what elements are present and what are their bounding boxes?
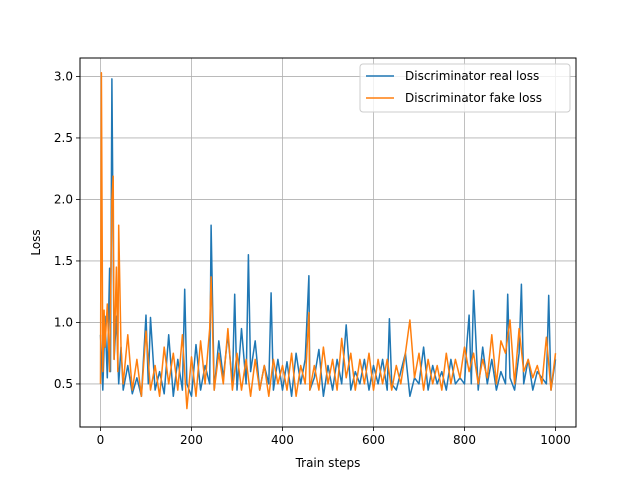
legend-label-real: Discriminator real loss <box>405 69 539 83</box>
legend: Discriminator real loss Discriminator fa… <box>359 63 571 113</box>
x-tick-label: 400 <box>271 433 294 447</box>
x-tick-label: 600 <box>362 433 385 447</box>
x-tick-label: 200 <box>180 433 203 447</box>
y-tick-label: 2.5 <box>54 131 73 145</box>
plot-frame <box>79 57 577 428</box>
y-tick-label: 0.5 <box>54 377 73 391</box>
series-layer <box>99 72 557 410</box>
series-line-fake-loss <box>99 72 557 410</box>
legend-box <box>359 63 571 113</box>
y-axis-label: Loss <box>29 229 43 255</box>
y-tick-label: 2.0 <box>54 192 73 206</box>
x-tick-label: 800 <box>453 433 476 447</box>
x-tick-label: 1000 <box>540 433 571 447</box>
y-tick-label: 3.0 <box>54 69 73 83</box>
y-axis-ticks: 0.5 1.0 1.5 2.0 2.5 3.0 <box>54 69 80 391</box>
x-tick-label: 0 <box>97 433 105 447</box>
y-tick-label: 1.5 <box>54 254 73 268</box>
y-tick-label: 1.0 <box>54 315 73 329</box>
x-axis-label: Train steps <box>295 456 361 470</box>
x-axis-ticks: 0 200 400 600 800 1000 <box>97 427 571 447</box>
legend-label-fake: Discriminator fake loss <box>405 91 542 105</box>
grid <box>80 58 576 427</box>
